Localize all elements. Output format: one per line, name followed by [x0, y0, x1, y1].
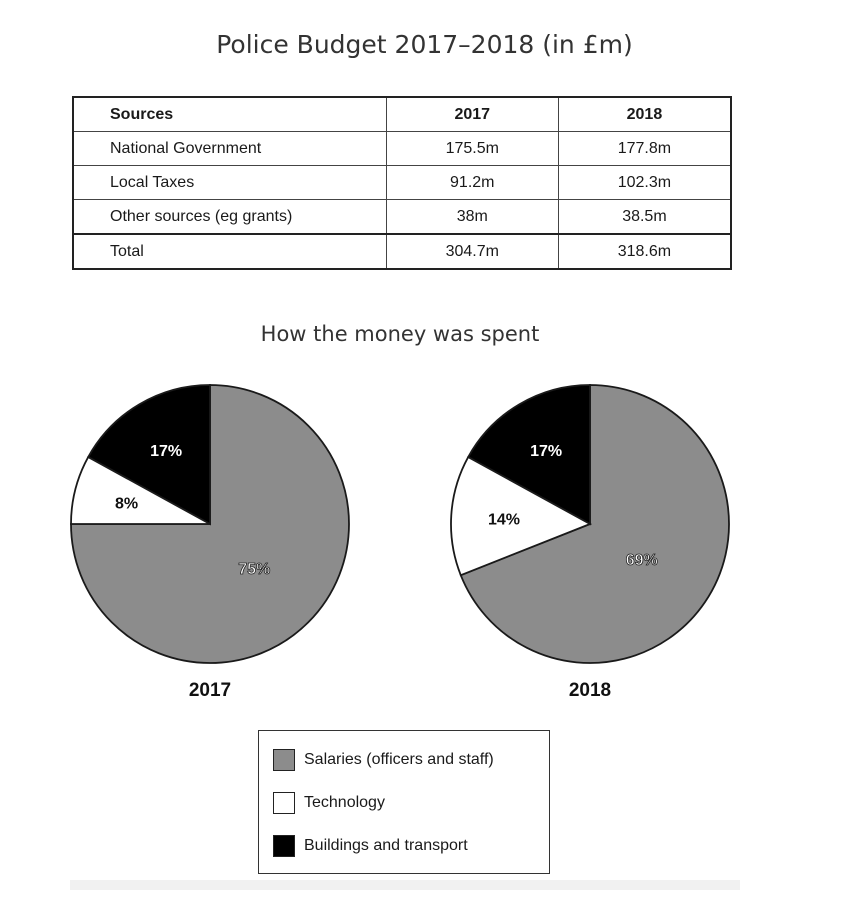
table-cell: Total [72, 233, 387, 270]
table-header-cell: Sources [72, 96, 387, 132]
pie-label-2017-salaries-officers-and-staff: 75% [238, 561, 270, 578]
pie-slice-2018-technology [450, 455, 593, 577]
legend-label: Salaries (officers and staff) [304, 751, 494, 768]
table-cell: Other sources (eg grants) [72, 199, 387, 235]
table-cell: 38.5m [557, 199, 732, 235]
table-header-cell: 2017 [385, 96, 559, 132]
table-cell: 318.6m [557, 233, 732, 270]
pie-title-2018: 2018 [569, 680, 611, 701]
pie-slice-2018-salaries-officers-and-staff [459, 384, 730, 664]
legend-item-salaries: Salaries (officers and staff) [273, 749, 494, 771]
pie-title-2017: 2017 [189, 680, 231, 701]
pie-label-2017-buildings-and-transport: 17% [150, 443, 182, 460]
table-cell: 175.5m [385, 131, 559, 166]
table-cell: 304.7m [385, 233, 559, 270]
table-row: Local Taxes 91.2m 102.3m [72, 165, 732, 200]
pie-label-2018-technology: 14% [488, 512, 520, 529]
table-cell: National Government [72, 131, 387, 166]
legend: Salaries (officers and staff) Technology… [258, 730, 550, 874]
pie-slice-2018-buildings-and-transport [466, 384, 591, 526]
table-row: Other sources (eg grants) 38m 38.5m [72, 199, 732, 235]
pie-label-2018-buildings-and-transport: 17% [530, 443, 562, 460]
pie-section-title: How the money was spent [260, 322, 540, 346]
pie-slice-2017-salaries-officers-and-staff [70, 384, 350, 664]
legend-swatch-salaries [273, 749, 295, 771]
table-row: National Government 175.5m 177.8m [72, 131, 732, 166]
legend-swatch-buildings [273, 835, 295, 857]
pie-charts: 75% 17% 8% 2017 69% 17% 14% 2018 [70, 384, 730, 701]
pie-slice-2017-technology [70, 455, 211, 525]
table-cell: 91.2m [385, 165, 559, 200]
table-header-cell: 2018 [557, 96, 732, 132]
pie-slice-2017-buildings-and-transport [86, 384, 211, 526]
pie-label-2017-technology: 8% [115, 496, 138, 513]
table-cell: 102.3m [557, 165, 732, 200]
table-cell: 177.8m [557, 131, 732, 166]
table-cell: 38m [385, 199, 559, 235]
page-title: Police Budget 2017–2018 (in £m) [216, 30, 633, 59]
footer-band [70, 880, 740, 890]
legend-item-buildings: Buildings and transport [273, 835, 468, 857]
pie-label-2018-salaries-officers-and-staff: 69% [626, 552, 658, 569]
budget-table: Sources 2017 2018 National Government 17… [72, 96, 732, 270]
table-header-row: Sources 2017 2018 [72, 96, 732, 132]
legend-label: Buildings and transport [304, 837, 468, 854]
legend-swatch-technology [273, 792, 295, 814]
legend-label: Technology [304, 794, 385, 811]
legend-item-technology: Technology [273, 792, 385, 814]
table-row-total: Total 304.7m 318.6m [72, 233, 732, 270]
table-cell: Local Taxes [72, 165, 387, 200]
